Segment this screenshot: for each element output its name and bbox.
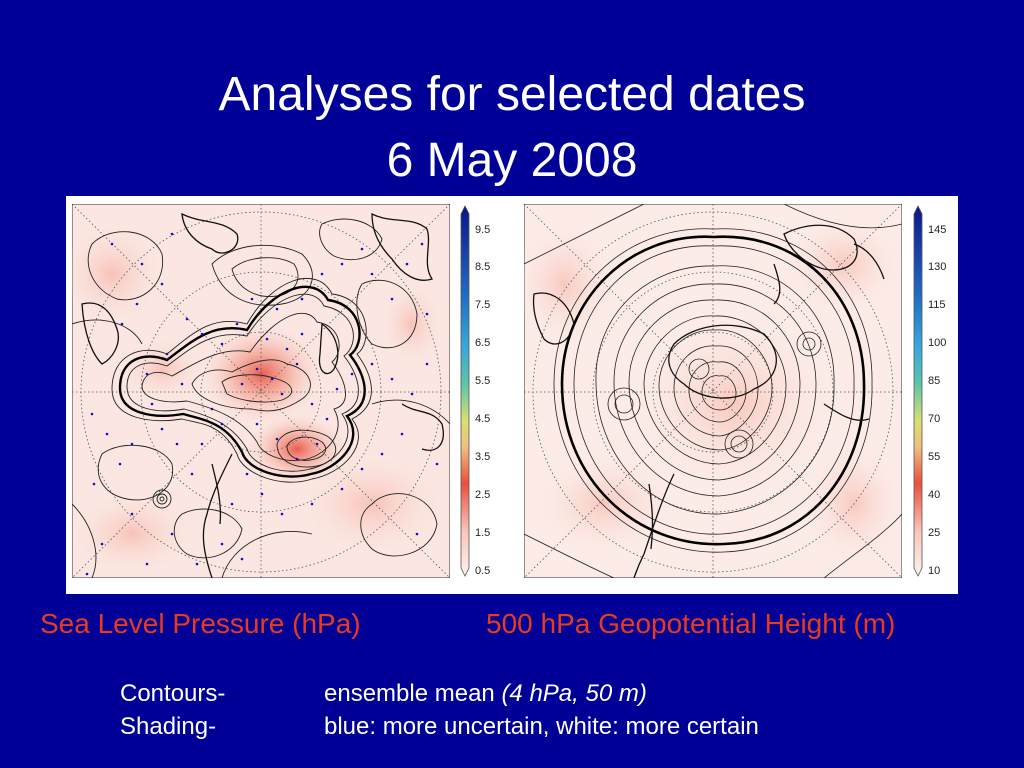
z500-tick: 145 bbox=[928, 224, 946, 236]
contours-term: Contours- bbox=[120, 680, 226, 707]
z500-tick: 25 bbox=[928, 527, 940, 539]
shade-blob bbox=[382, 284, 442, 364]
z500-tick: 70 bbox=[928, 413, 940, 425]
observation-dots bbox=[85, 232, 439, 576]
contours-definition: ensemble mean (4 hPa, 50 m) bbox=[324, 676, 647, 712]
z500-tick: 55 bbox=[928, 451, 940, 463]
slp-tick: 6.5 bbox=[475, 337, 490, 349]
slp-tick: 3.5 bbox=[475, 451, 490, 463]
title-line-1: Analyses for selected dates bbox=[218, 68, 806, 121]
figure-panel: 9.5 8.5 7.5 6.5 5.5 4.5 3.5 2.5 1.5 0.5 bbox=[66, 196, 958, 594]
z500-colorbar-ticks: 145 130 115 100 85 70 55 40 25 10 bbox=[928, 224, 946, 577]
slp-tick: 2.5 bbox=[475, 489, 490, 501]
contours-units: (4 hPa, 50 m) bbox=[501, 680, 647, 707]
shade-blob bbox=[247, 414, 347, 484]
slp-map bbox=[72, 204, 450, 578]
slp-tick: 7.5 bbox=[475, 299, 490, 311]
contours-def-text: ensemble mean bbox=[324, 680, 502, 707]
z500-colorbar: 145 130 115 100 85 70 55 40 25 10 bbox=[909, 204, 969, 582]
z500-tick: 40 bbox=[928, 489, 940, 501]
shade-blob bbox=[72, 494, 192, 574]
shading-definition: blue: more uncertain, white: more certai… bbox=[324, 713, 759, 740]
z500-tick: 115 bbox=[928, 299, 946, 311]
slp-caption: Sea Level Pressure (hPa) bbox=[40, 608, 361, 639]
z500-tick: 10 bbox=[928, 565, 940, 577]
z500-tick: 85 bbox=[928, 375, 940, 387]
z500-map bbox=[524, 204, 902, 578]
shade-blob bbox=[72, 224, 162, 324]
z500-caption: 500 hPa Geopotential Height (m) bbox=[486, 608, 896, 639]
z500-tick: 130 bbox=[928, 261, 946, 273]
title-line-2: 6 May 2008 bbox=[386, 134, 638, 187]
shading-term: Shading- bbox=[120, 713, 217, 740]
slp-tick: 0.5 bbox=[475, 565, 490, 577]
slp-tick: 4.5 bbox=[475, 413, 490, 425]
slp-tick: 1.5 bbox=[475, 527, 490, 539]
shade-blob bbox=[784, 214, 902, 314]
slp-tick: 5.5 bbox=[475, 375, 490, 387]
shade-blob bbox=[534, 454, 674, 554]
slp-tick: 8.5 bbox=[475, 261, 490, 273]
slp-tick: 9.5 bbox=[475, 224, 490, 236]
shade-blob bbox=[202, 324, 322, 424]
slide-title: Analyses for selected dates 6 May 2008 bbox=[0, 62, 1024, 194]
slp-colorbar-ticks: 9.5 8.5 7.5 6.5 5.5 4.5 3.5 2.5 1.5 0.5 bbox=[475, 224, 490, 577]
slp-colorbar: 9.5 8.5 7.5 6.5 5.5 4.5 3.5 2.5 1.5 0.5 bbox=[456, 204, 516, 582]
z500-tick: 100 bbox=[928, 337, 946, 349]
